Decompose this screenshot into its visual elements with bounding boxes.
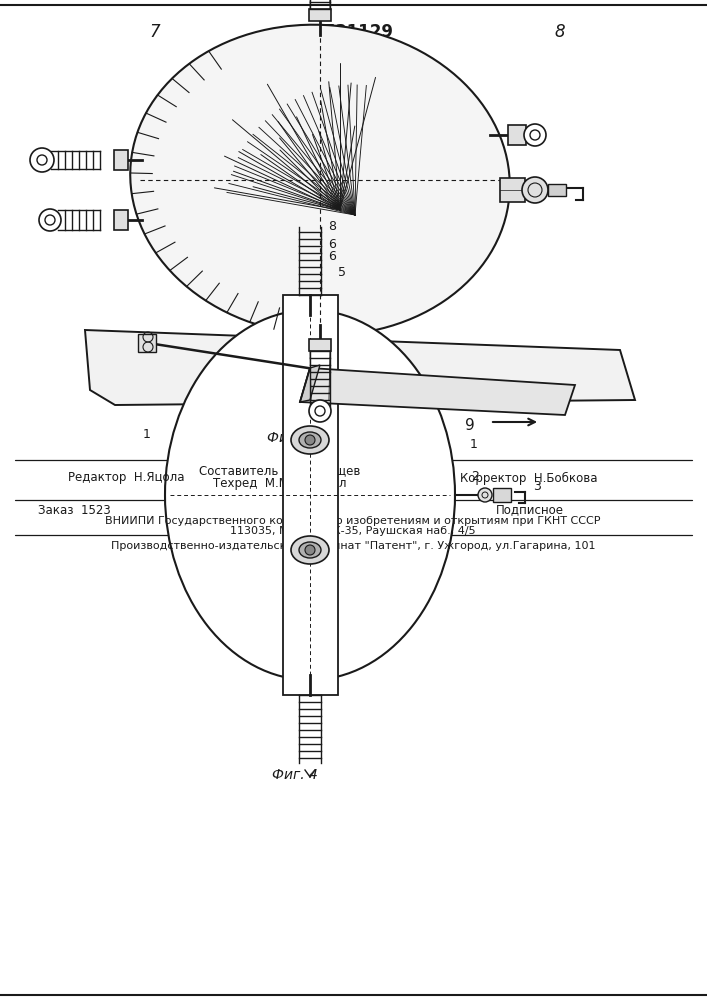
Text: 1: 1 bbox=[470, 438, 478, 452]
Text: Составитель  С.Славущев: Составитель С.Славущев bbox=[199, 466, 361, 479]
Text: 8: 8 bbox=[555, 23, 566, 41]
Ellipse shape bbox=[291, 536, 329, 564]
Polygon shape bbox=[85, 330, 635, 405]
Ellipse shape bbox=[165, 310, 455, 680]
Ellipse shape bbox=[291, 426, 329, 454]
Bar bbox=[138, 334, 156, 352]
Ellipse shape bbox=[130, 25, 510, 335]
Text: 113035, Москва, Ж-35, Раушская наб., 4/5: 113035, Москва, Ж-35, Раушская наб., 4/5 bbox=[230, 526, 476, 536]
Text: Фиг. 5: Фиг. 5 bbox=[267, 431, 313, 445]
Circle shape bbox=[305, 435, 315, 445]
Text: 8: 8 bbox=[328, 221, 336, 233]
Circle shape bbox=[478, 488, 492, 502]
Bar bbox=[508, 125, 526, 145]
Text: Редактор  Н.Яцола: Редактор Н.Яцола bbox=[68, 472, 185, 485]
Text: Корректор  Н.Бобкова: Корректор Н.Бобкова bbox=[460, 471, 597, 485]
Text: 6: 6 bbox=[328, 250, 336, 263]
Bar bbox=[309, 339, 331, 351]
Text: Техред  М.Моргентал: Техред М.Моргентал bbox=[214, 478, 346, 490]
Ellipse shape bbox=[299, 432, 321, 448]
Bar bbox=[114, 150, 128, 170]
Text: Фиг. 3: Фиг. 3 bbox=[282, 408, 328, 422]
Circle shape bbox=[524, 124, 546, 146]
Ellipse shape bbox=[299, 542, 321, 558]
Circle shape bbox=[522, 177, 548, 203]
Bar bbox=[548, 184, 566, 196]
Polygon shape bbox=[300, 368, 575, 415]
Text: 9: 9 bbox=[465, 418, 475, 432]
Bar bbox=[500, 178, 525, 202]
Text: ВНИИПИ Государственного комитета по изобретениям и открытиям при ГКНТ СССР: ВНИИПИ Государственного комитета по изоб… bbox=[105, 516, 601, 526]
Text: 3: 3 bbox=[533, 481, 541, 493]
Polygon shape bbox=[300, 365, 320, 402]
Text: 5: 5 bbox=[338, 266, 346, 279]
Text: 6: 6 bbox=[328, 238, 336, 251]
Bar bbox=[493, 488, 511, 502]
Text: Заказ  1523: Заказ 1523 bbox=[38, 504, 111, 516]
Text: 7: 7 bbox=[150, 23, 160, 41]
Circle shape bbox=[39, 209, 61, 231]
Circle shape bbox=[309, 400, 331, 422]
Text: 1: 1 bbox=[143, 428, 151, 442]
Bar bbox=[114, 210, 128, 230]
Text: Фиг. 4: Фиг. 4 bbox=[272, 768, 318, 782]
Text: Подписное: Подписное bbox=[496, 504, 564, 516]
Text: 2: 2 bbox=[471, 470, 479, 483]
Bar bbox=[309, 9, 331, 21]
Text: Тираж: Тираж bbox=[290, 504, 330, 516]
Text: Производственно-издательский комбинат "Патент", г. Ужгород, ул.Гагарина, 101: Производственно-издательский комбинат "П… bbox=[111, 541, 595, 551]
Circle shape bbox=[30, 148, 54, 172]
Bar bbox=[283, 295, 338, 695]
Text: 1731129: 1731129 bbox=[312, 23, 394, 41]
Circle shape bbox=[305, 545, 315, 555]
